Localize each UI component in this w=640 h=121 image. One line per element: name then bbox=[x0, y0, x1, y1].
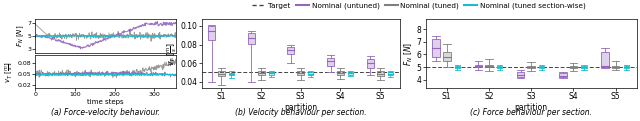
Text: (a) Force-velocity behaviour.: (a) Force-velocity behaviour. bbox=[51, 108, 160, 117]
Y-axis label: $v_T$ $[\frac{m}{s}]$: $v_T$ $[\frac{m}{s}]$ bbox=[4, 61, 16, 83]
Legend: Target, Nominal (untuned), Nominal (tuned), Nominal (tuned section-wise): Target, Nominal (untuned), Nominal (tune… bbox=[252, 2, 586, 9]
Bar bbox=[485, 64, 493, 67]
Bar bbox=[287, 47, 294, 54]
Bar bbox=[348, 72, 353, 75]
Bar bbox=[581, 66, 587, 68]
Bar bbox=[527, 66, 535, 68]
Bar bbox=[497, 66, 502, 68]
Bar bbox=[454, 66, 460, 68]
Bar bbox=[308, 72, 313, 75]
Bar bbox=[257, 71, 265, 75]
Bar bbox=[297, 71, 305, 75]
Bar bbox=[367, 59, 374, 68]
Bar bbox=[517, 72, 524, 77]
X-axis label: partition: partition bbox=[284, 103, 317, 112]
Bar bbox=[602, 52, 609, 67]
Bar bbox=[570, 66, 577, 68]
X-axis label: partition: partition bbox=[515, 103, 548, 112]
Bar bbox=[388, 72, 392, 75]
Y-axis label: $v_T$ $[\frac{m}{s}]$: $v_T$ $[\frac{m}{s}]$ bbox=[166, 42, 179, 66]
Bar bbox=[433, 39, 440, 57]
Y-axis label: $F_N$ $[N]$: $F_N$ $[N]$ bbox=[403, 42, 415, 66]
Bar bbox=[327, 58, 334, 66]
Bar bbox=[539, 66, 545, 68]
Bar bbox=[218, 71, 225, 76]
Y-axis label: $F_N$ $[N]$: $F_N$ $[N]$ bbox=[15, 25, 26, 47]
Bar bbox=[337, 71, 344, 75]
Bar bbox=[208, 26, 215, 40]
X-axis label: time steps: time steps bbox=[87, 99, 124, 105]
Text: (c) Force behaviour per section.: (c) Force behaviour per section. bbox=[470, 108, 592, 117]
Bar bbox=[559, 73, 566, 77]
Bar bbox=[269, 72, 273, 75]
Bar bbox=[612, 66, 620, 68]
Text: (b) Velocity behaviour per section.: (b) Velocity behaviour per section. bbox=[235, 108, 367, 117]
Bar bbox=[248, 33, 255, 44]
Bar bbox=[376, 71, 384, 76]
Bar bbox=[475, 64, 482, 67]
Bar bbox=[229, 73, 234, 75]
Bar bbox=[443, 52, 451, 61]
Bar bbox=[623, 66, 629, 68]
